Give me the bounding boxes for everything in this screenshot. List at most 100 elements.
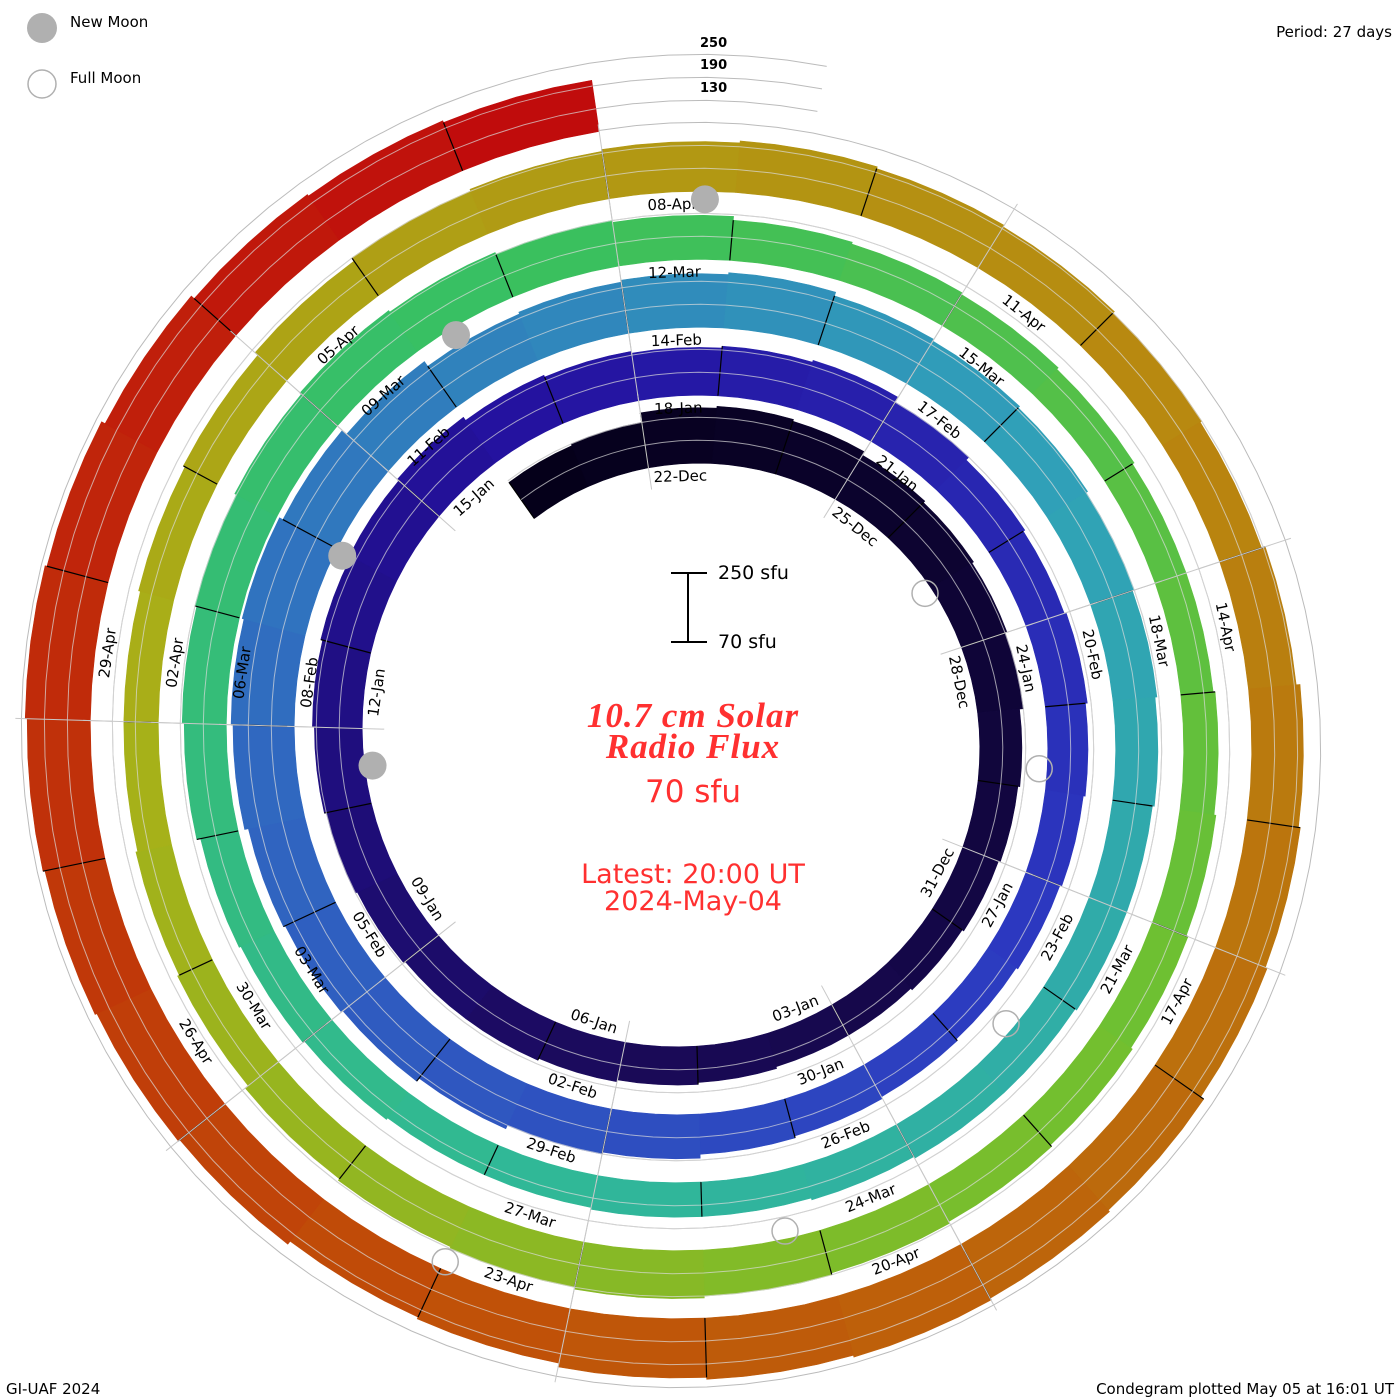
date-tick-line xyxy=(1194,939,1286,976)
bar-divider xyxy=(508,482,535,519)
flux-bar xyxy=(723,272,837,346)
flux-bar xyxy=(308,120,463,241)
latest-timestamp: Latest: 20:00 UT 2024-May-04 xyxy=(493,861,893,915)
flux-bar xyxy=(299,310,418,427)
scale-bottom-label: 70 sfu xyxy=(718,631,777,653)
bar-divider xyxy=(442,122,464,171)
flux-bar xyxy=(711,405,794,475)
flux-bar xyxy=(346,361,457,472)
bar-divider xyxy=(784,1098,796,1139)
bar-divider xyxy=(427,365,457,408)
bar-divider xyxy=(320,639,371,654)
ref-level-label: 190 xyxy=(700,58,728,73)
bar-divider xyxy=(179,959,213,976)
bar-divider xyxy=(1104,463,1133,482)
period-label: Period: 27 days xyxy=(1276,23,1392,41)
bar-divider xyxy=(283,901,336,928)
flux-bar xyxy=(931,846,999,932)
legend-new-moon-label: New Moon xyxy=(70,13,149,31)
title-line-1: 10.7 cm Solar xyxy=(586,696,800,735)
bar-divider xyxy=(729,220,734,261)
date-label: 14-Feb xyxy=(651,331,703,351)
bar-divider xyxy=(1247,819,1301,829)
footer-credit: GI-UAF 2024 xyxy=(6,1380,101,1398)
latest-time: Latest: 20:00 UT xyxy=(581,859,805,890)
date-label: 22-Dec xyxy=(653,467,707,487)
full-moon-icon xyxy=(27,69,57,99)
flux-bar xyxy=(612,214,734,267)
bar-divider xyxy=(817,295,836,346)
bar-divider xyxy=(483,1144,499,1175)
bar-divider xyxy=(931,908,963,931)
date-tick-line xyxy=(950,1224,998,1311)
bar-divider xyxy=(983,407,1019,443)
bar-divider xyxy=(1023,1114,1053,1147)
flux-bar xyxy=(887,908,963,991)
footer-plotted: Condegram plotted May 05 at 16:01 UT xyxy=(1096,1380,1394,1398)
chart-title: 10.7 cm Solar Radio Flux xyxy=(493,696,893,764)
bar-divider xyxy=(887,502,924,539)
new-moon-icon xyxy=(27,13,57,43)
new-moon-marker xyxy=(441,321,470,350)
bar-divider xyxy=(1180,691,1216,696)
flux-bar xyxy=(987,871,1061,970)
bar-divider xyxy=(978,779,1018,787)
flux-bar xyxy=(834,454,926,539)
current-value: 70 sfu xyxy=(644,774,741,810)
bar-divider xyxy=(42,857,106,872)
bar-divider xyxy=(696,1046,699,1085)
bar-divider xyxy=(196,830,239,841)
flux-bar xyxy=(135,844,213,976)
bar-divider xyxy=(932,1013,958,1042)
flux-bar xyxy=(1090,590,1158,702)
flux-bar xyxy=(1112,696,1159,807)
date-tick-line xyxy=(554,1287,576,1383)
full-moon-marker xyxy=(771,1217,799,1245)
bar-divider xyxy=(416,1038,451,1082)
bar-divider xyxy=(704,1318,708,1378)
latest-date: 2024-May-04 xyxy=(604,886,782,917)
flux-bar xyxy=(337,1145,470,1248)
full-moon-marker xyxy=(992,1009,1020,1038)
new-moon-marker xyxy=(690,185,719,214)
bar-divider xyxy=(46,565,109,584)
full-moon-marker xyxy=(1025,754,1053,783)
flux-bar xyxy=(465,374,564,464)
bar-divider xyxy=(1045,702,1086,708)
bar-divider xyxy=(338,1145,367,1180)
reference-spiral-overlay xyxy=(66,108,1276,1343)
flux-bar xyxy=(1044,702,1089,797)
date-tick-line xyxy=(230,330,304,396)
new-moon-marker xyxy=(328,541,357,570)
flux-bar xyxy=(104,295,237,453)
ref-level-label: 130 xyxy=(700,81,728,96)
flux-bar xyxy=(729,219,853,281)
date-label: 08-Apr xyxy=(647,195,698,215)
new-moon-marker xyxy=(358,751,387,780)
reference-spiral-overlay xyxy=(43,85,1299,1366)
legend-full-moon-label: Full Moon xyxy=(70,69,142,87)
flux-bar xyxy=(1031,368,1135,482)
date-label: 18-Jan xyxy=(654,399,703,418)
flux-bar xyxy=(801,1124,915,1201)
date-tick-line xyxy=(597,124,613,221)
flux-bar xyxy=(193,194,340,336)
bar-divider xyxy=(700,1182,703,1217)
date-label: 12-Mar xyxy=(648,263,702,283)
flux-bar xyxy=(941,294,1059,395)
bar-divider xyxy=(324,802,372,814)
scale-top-label: 250 sfu xyxy=(718,562,789,584)
bar-divider xyxy=(544,376,564,424)
ref-level-label: 250 xyxy=(700,36,728,51)
flux-bar xyxy=(1043,897,1127,1011)
flux-bar xyxy=(977,708,1023,787)
bar-divider xyxy=(183,465,218,485)
date-tick-line xyxy=(1198,537,1292,570)
flux-bar xyxy=(396,416,496,517)
flux-bar xyxy=(887,502,974,589)
bar-divider xyxy=(717,346,723,396)
bar-divider xyxy=(417,1268,442,1318)
full-moon-marker xyxy=(431,1248,459,1276)
